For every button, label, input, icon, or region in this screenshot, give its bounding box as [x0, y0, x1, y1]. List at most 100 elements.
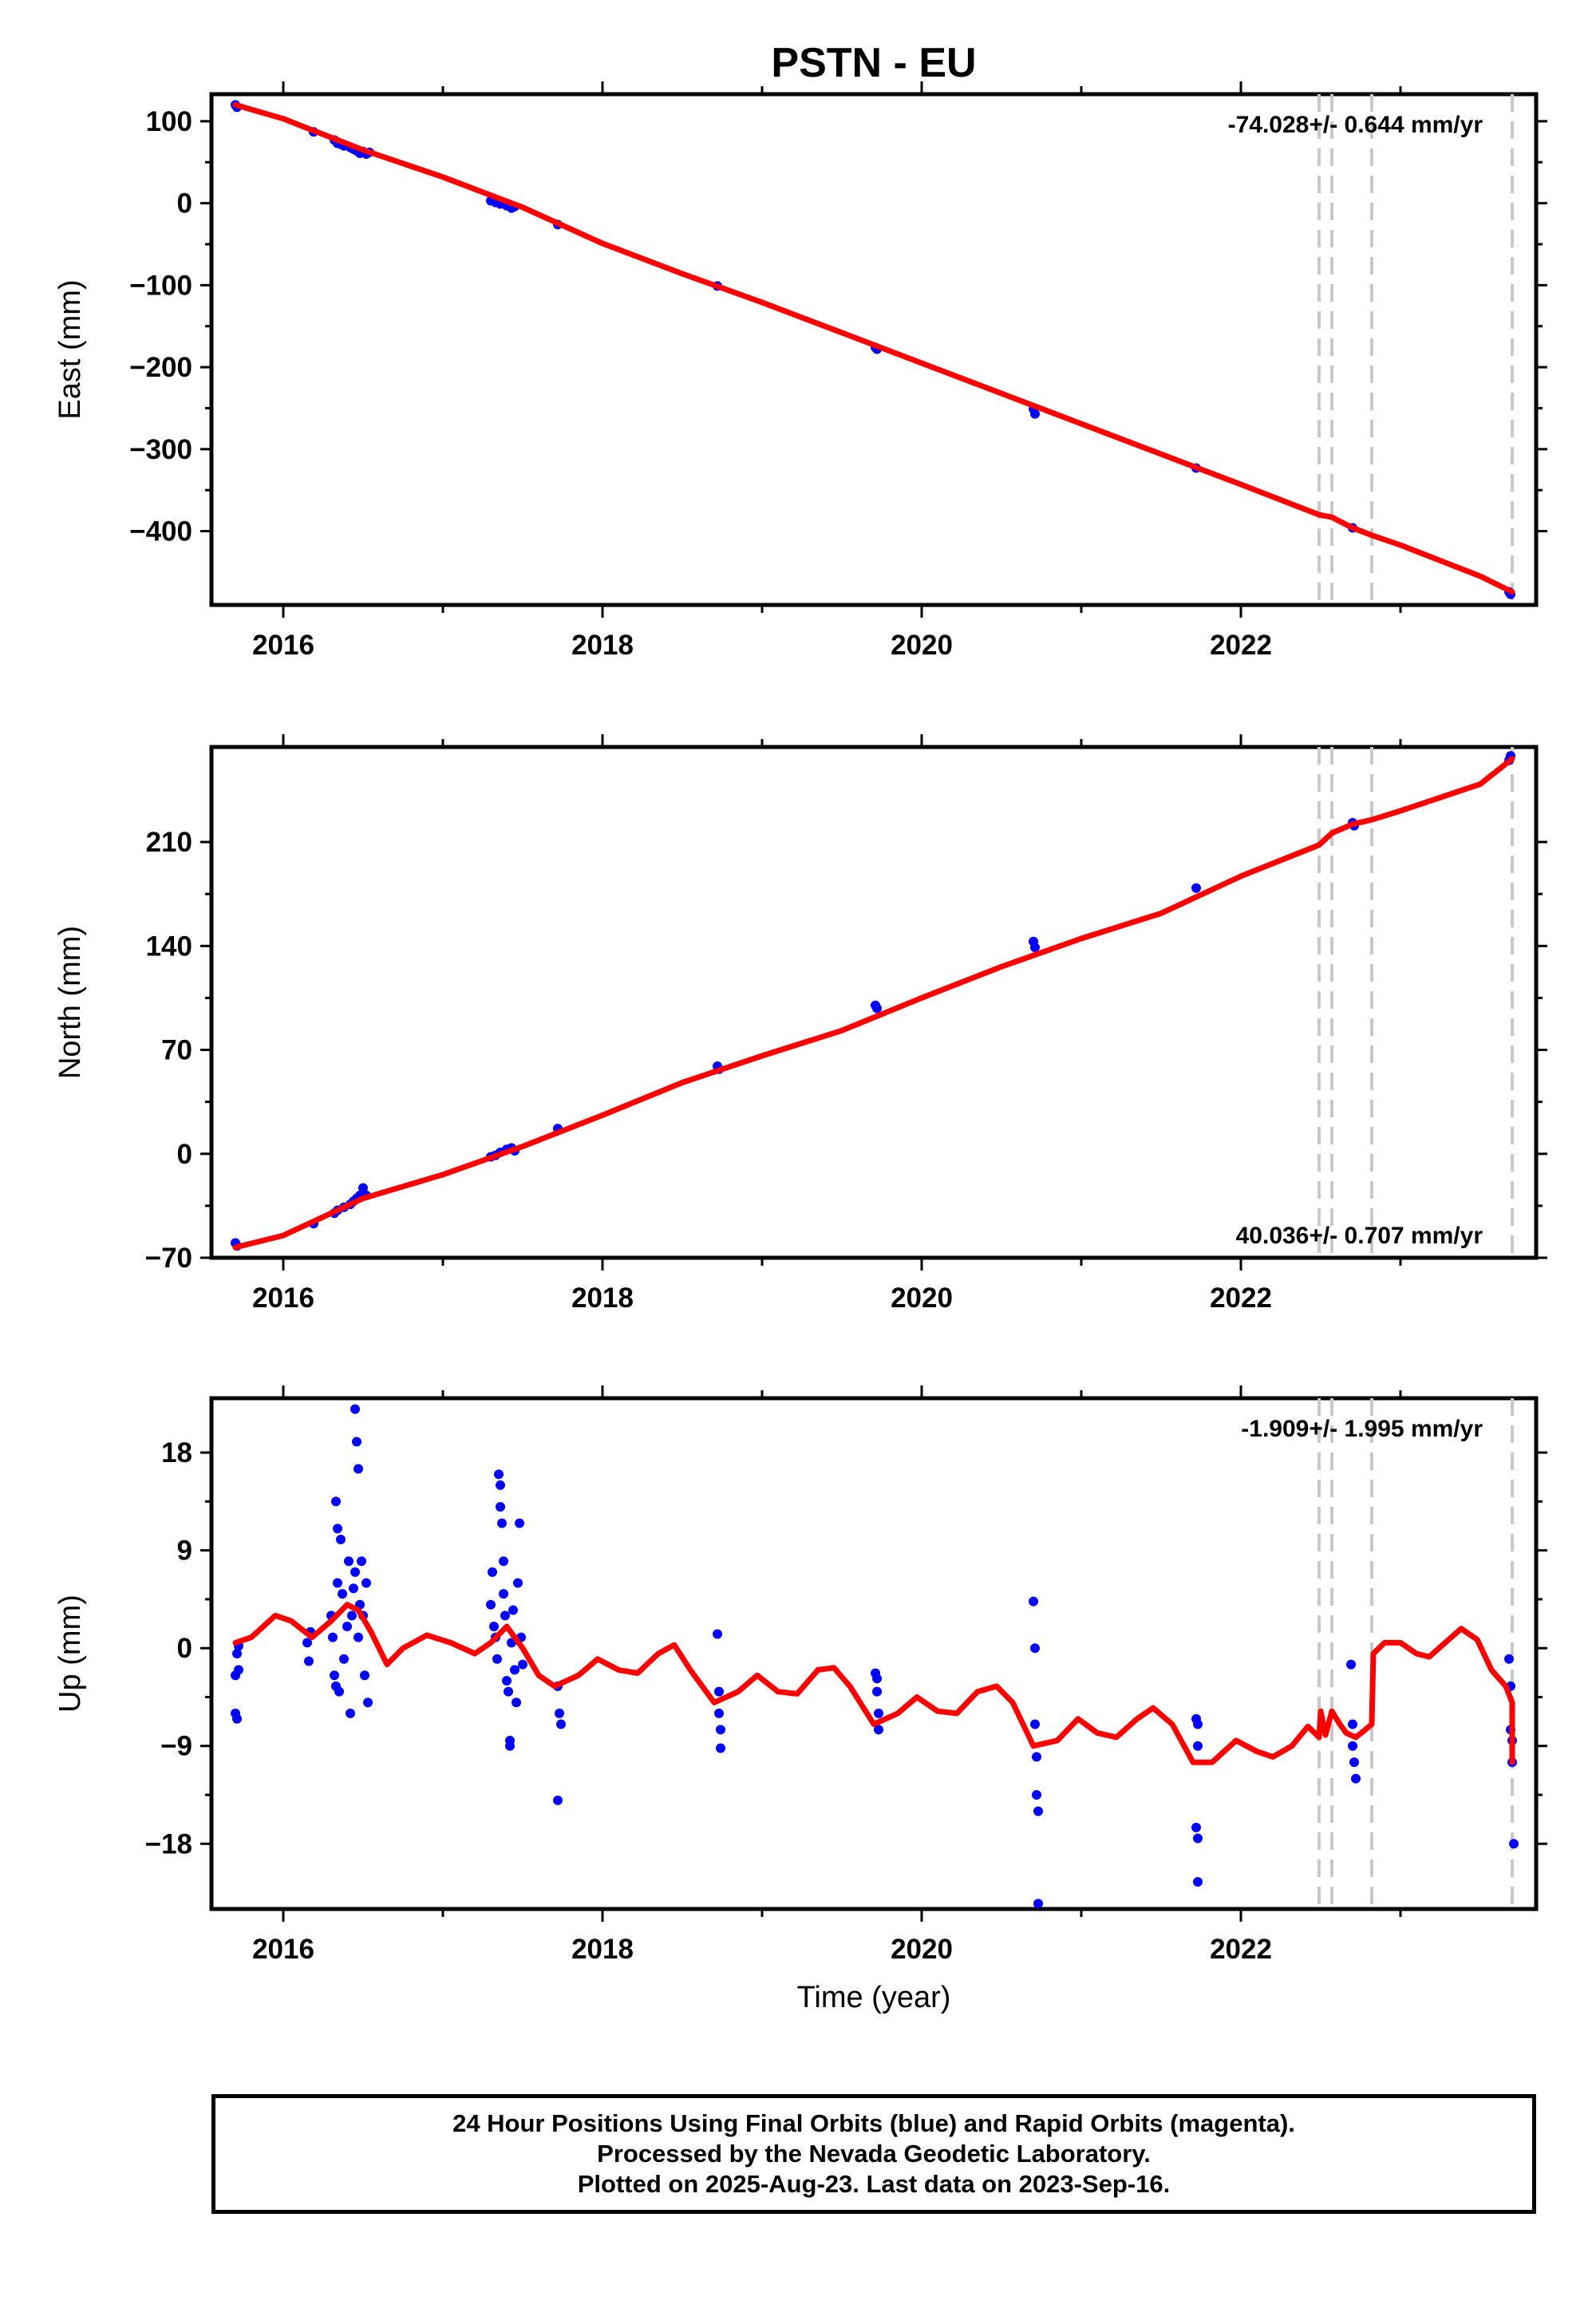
- data-point: [553, 1795, 563, 1805]
- data-point: [556, 1719, 566, 1729]
- data-point: [352, 1437, 361, 1447]
- data-point: [232, 1713, 242, 1724]
- data-point: [497, 1518, 507, 1528]
- data-area: [231, 100, 1515, 599]
- data-point: [872, 1003, 882, 1014]
- data-point: [555, 1708, 564, 1718]
- data-point: [333, 1524, 342, 1534]
- footer-line-3: Plotted on 2025-Aug-23. Last data on 202…: [577, 2170, 1171, 2198]
- data-point: [714, 1686, 724, 1697]
- data-point: [1193, 1741, 1203, 1751]
- data-point: [334, 1686, 344, 1697]
- y-tick-label: −400: [129, 516, 192, 547]
- rate-annotation: -74.028+/- 0.644 mm/yr: [1228, 112, 1483, 138]
- y-tick-label: −70: [145, 1243, 192, 1274]
- data-point: [302, 1638, 312, 1648]
- model-line: [232, 101, 1515, 595]
- data-point: [1033, 1806, 1043, 1816]
- x-tick-label: 2022: [1210, 1934, 1272, 1965]
- data-point: [716, 1725, 725, 1735]
- data-point: [1191, 883, 1201, 893]
- data-point: [1029, 1596, 1038, 1607]
- data-point: [872, 1686, 882, 1697]
- data-area: [231, 751, 1515, 1251]
- data-point: [232, 1649, 242, 1658]
- x-tick-label: 2020: [891, 630, 953, 661]
- x-tick-label: 2016: [252, 630, 314, 661]
- data-point: [716, 1743, 725, 1753]
- data-point: [513, 1578, 523, 1588]
- x-tick-label: 2018: [571, 1282, 634, 1314]
- data-point: [304, 1656, 314, 1666]
- data-point: [1030, 409, 1040, 419]
- plot-frame: [209, 1396, 1539, 1911]
- data-point: [363, 1697, 373, 1708]
- data-point: [1033, 1899, 1043, 1909]
- data-point: [1349, 1757, 1359, 1768]
- data-point: [1030, 1719, 1040, 1729]
- data-point: [512, 1697, 521, 1708]
- model-line: [232, 756, 1515, 1251]
- x-tick-label: 2022: [1210, 1282, 1272, 1314]
- data-point: [350, 1404, 360, 1414]
- data-point: [510, 1665, 519, 1675]
- data-point: [1032, 1790, 1041, 1800]
- data-point: [349, 1583, 358, 1594]
- footer-info-box: 24 Hour Positions Using Final Orbits (bl…: [211, 2094, 1536, 2214]
- y-axis-label: East (mm): [53, 279, 87, 419]
- data-point: [358, 1183, 368, 1193]
- data-point: [1348, 1741, 1357, 1751]
- data-point: [1193, 1833, 1203, 1844]
- x-tick-label: 2022: [1210, 630, 1272, 661]
- data-point: [1030, 943, 1040, 953]
- y-tick-label: 140: [146, 931, 192, 962]
- data-point: [347, 1611, 357, 1621]
- y-tick-label: 210: [146, 827, 192, 858]
- model-line: [232, 1602, 1515, 1765]
- panel-1: 210 140 70 0 −70 2016 2018 2020 2022 North (mm) 40…: [53, 734, 1547, 1314]
- data-point: [344, 1556, 354, 1567]
- data-point: [508, 1605, 518, 1615]
- y-tick-label: 0: [177, 188, 192, 219]
- data-point: [1193, 1876, 1203, 1887]
- data-point: [494, 1469, 504, 1480]
- y-tick-label: −18: [145, 1828, 192, 1860]
- plot-frame: [209, 92, 1539, 607]
- x-tick-label: 2020: [891, 1934, 953, 1965]
- y-tick-label: 0: [177, 1633, 192, 1664]
- data-point: [357, 1556, 366, 1567]
- x-tick-label: 2016: [252, 1282, 314, 1314]
- y-tick-label: −300: [129, 434, 192, 465]
- data-point: [713, 1629, 722, 1639]
- data-point: [500, 1611, 510, 1621]
- chart-canvas: PSTN - EU 100 0 −100 −200 −300 −400 2016 2018 20…: [53, 40, 1547, 2014]
- data-point: [874, 1725, 883, 1735]
- data-point: [518, 1659, 527, 1670]
- data-point: [336, 1535, 346, 1545]
- x-axis-label: Time (year): [797, 1981, 951, 2014]
- rate-annotation: 40.036+/- 0.707 mm/yr: [1236, 1223, 1483, 1249]
- data-point: [338, 1589, 347, 1599]
- data-point: [486, 1599, 496, 1610]
- y-tick-label: −9: [160, 1731, 192, 1762]
- data-point: [350, 1567, 360, 1577]
- plot-frame: [209, 745, 1539, 1260]
- data-point: [339, 1654, 349, 1664]
- data-point: [714, 1708, 724, 1718]
- data-point: [488, 1567, 497, 1577]
- data-point: [492, 1654, 502, 1664]
- data-point: [1346, 1659, 1356, 1670]
- data-point: [502, 1676, 512, 1686]
- y-tick-label: 100: [146, 106, 192, 137]
- data-point: [504, 1686, 513, 1697]
- data-point: [1348, 1719, 1357, 1729]
- data-point: [360, 1670, 369, 1681]
- data-point: [328, 1632, 338, 1642]
- data-point: [872, 1674, 882, 1684]
- data-point: [1351, 1773, 1361, 1784]
- data-point: [333, 1578, 342, 1588]
- data-point: [515, 1518, 524, 1528]
- data-point: [1191, 1822, 1201, 1832]
- data-point: [1032, 1752, 1041, 1762]
- data-point: [331, 1496, 341, 1507]
